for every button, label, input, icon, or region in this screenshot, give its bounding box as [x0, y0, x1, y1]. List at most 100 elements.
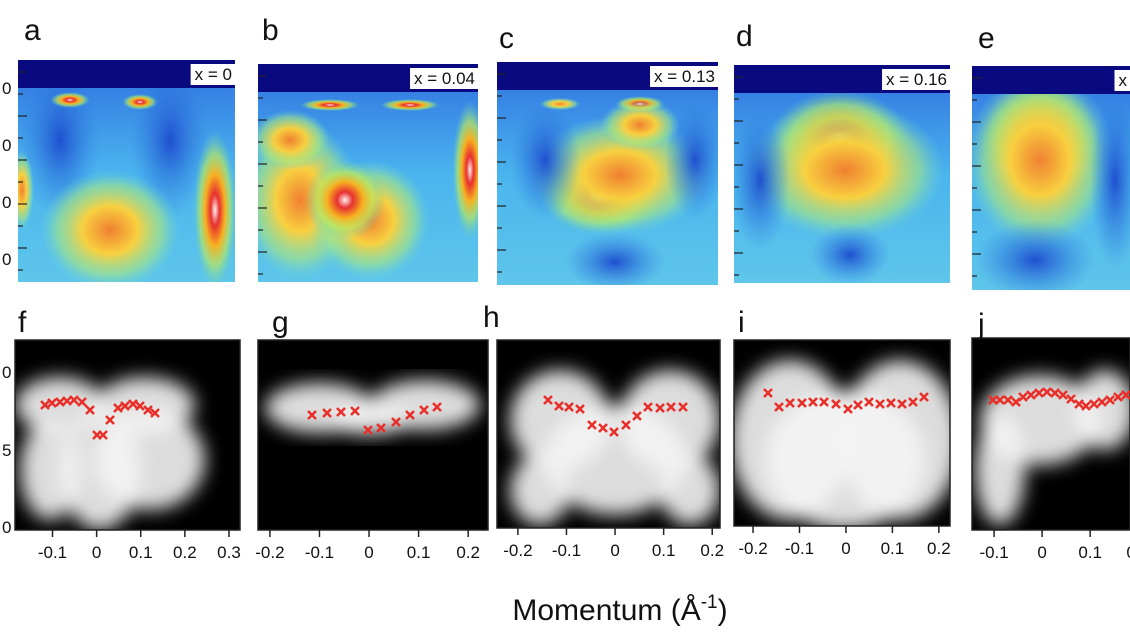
fit-marker — [621, 420, 631, 430]
intensity-glow — [95, 410, 205, 510]
panel-letter: e — [978, 22, 995, 55]
fit-marker — [363, 425, 373, 435]
marker-stroke — [1026, 390, 1036, 400]
marker-stroke — [128, 399, 138, 409]
spectrum-panel — [734, 65, 950, 283]
intensity-glow — [765, 390, 925, 526]
marker-stroke — [886, 398, 896, 408]
fit-marker — [864, 397, 874, 407]
x-tick-label: 0 — [92, 543, 101, 562]
panel-frame — [733, 339, 951, 527]
marker-stroke — [853, 400, 863, 410]
marker-stroke — [350, 406, 360, 416]
marker-stroke — [98, 430, 108, 440]
x-tick-label: 0.1 — [1078, 543, 1102, 562]
marker-stroke — [1066, 394, 1076, 404]
marker-stroke — [908, 397, 918, 407]
marker-stroke — [143, 405, 153, 415]
intensity-blob — [600, 100, 680, 150]
intensity-blob — [122, 94, 158, 110]
fit-marker — [1042, 387, 1052, 397]
intensity-blob — [258, 110, 330, 170]
marker-stroke — [120, 401, 130, 411]
x-axis-label: Momentum (Å-1) — [512, 592, 727, 627]
intensity-blob — [18, 150, 34, 230]
marker-stroke — [1105, 395, 1115, 405]
intensity-blob — [975, 220, 1095, 290]
marker-stroke — [69, 395, 79, 405]
marker-stroke — [995, 395, 1005, 405]
label-box — [650, 66, 718, 87]
fit-marker — [98, 430, 108, 440]
axis-label-close: ) — [718, 594, 728, 627]
panel-frame — [257, 339, 489, 531]
marker-stroke — [432, 402, 442, 412]
glow-group — [510, 370, 720, 525]
marker-stroke — [1121, 390, 1130, 400]
marker-stroke — [1011, 397, 1021, 407]
marker-stroke — [135, 401, 145, 411]
fit-marker — [336, 407, 346, 417]
marker-stroke — [391, 417, 401, 427]
intensity-blob — [40, 170, 180, 282]
intensity-blob — [1090, 90, 1130, 270]
fit-marker — [1018, 392, 1028, 402]
fit-marker — [69, 395, 79, 405]
fit-marker — [405, 410, 415, 420]
fit-marker — [1011, 397, 1021, 407]
panel-letter: h — [483, 301, 500, 334]
fit-marker — [598, 423, 608, 433]
fit-marker — [819, 397, 829, 407]
marker-stroke — [1003, 395, 1013, 405]
marker-stroke — [62, 396, 72, 406]
fit-marker — [897, 399, 907, 409]
fit-marker — [875, 399, 885, 409]
marker-stroke — [543, 395, 553, 405]
fit-marker — [1034, 388, 1044, 398]
fit-marker — [1050, 388, 1060, 398]
marker-stroke — [875, 399, 885, 409]
fit-marker — [1089, 399, 1099, 409]
fit-marker — [666, 402, 676, 412]
marker-stroke — [336, 407, 346, 417]
fit-marker — [1097, 397, 1107, 407]
label-box — [1114, 70, 1130, 91]
panel-letter: i — [738, 306, 745, 339]
intensity-blob — [540, 98, 580, 110]
y-tick-label: 0 — [2, 193, 11, 212]
panel-letter: b — [262, 14, 279, 47]
x-tick-label: -0.1 — [785, 539, 814, 558]
fit-marker — [120, 401, 130, 411]
panel-background — [258, 340, 488, 530]
y-tick-label: 0 — [2, 363, 11, 382]
marker-stroke — [609, 427, 619, 437]
x-tick-label: 0.1 — [652, 541, 676, 560]
intensity-panel — [258, 340, 488, 530]
doping-label: x — [1119, 71, 1128, 90]
x-tick-label: 0.2 — [173, 543, 197, 562]
marker-stroke — [797, 398, 807, 408]
marker-stroke — [1018, 392, 1028, 402]
fit-marker — [655, 403, 665, 413]
x-tick-label: -0.1 — [305, 543, 334, 562]
spectrum-panel — [497, 62, 718, 285]
x-tick-label: 0 — [1037, 543, 1046, 562]
fit-marker — [1074, 399, 1084, 409]
x-tick-label: 0.1 — [881, 539, 905, 558]
fit-marker — [376, 423, 386, 433]
marker-stroke — [376, 423, 386, 433]
fit-marker — [1105, 395, 1115, 405]
glow-group — [15, 377, 205, 530]
fit-marker — [1113, 392, 1123, 402]
x-tick-label: 0.2 — [1126, 543, 1130, 562]
fit-marker — [995, 395, 1005, 405]
x-tick-label: -0.1 — [979, 543, 1008, 562]
marker-stroke — [643, 402, 653, 412]
marker-stroke — [774, 402, 784, 412]
marker-stroke — [1081, 401, 1091, 411]
marker-stroke — [85, 405, 95, 415]
fit-marker — [322, 408, 332, 418]
panel-letter: g — [272, 306, 289, 339]
intensity-blob — [565, 232, 665, 285]
